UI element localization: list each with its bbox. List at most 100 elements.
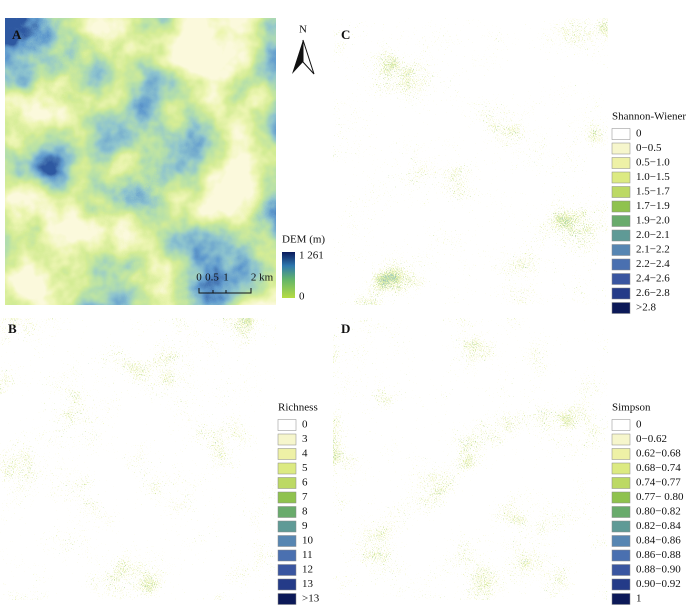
scale-label: 0 — [196, 272, 202, 284]
legend-swatch — [611, 593, 631, 605]
legend-label: 0.90−0.92 — [636, 578, 681, 590]
legend-label: 0 — [636, 419, 642, 431]
legend-title: Richness — [278, 402, 318, 414]
legend-swatch — [611, 258, 631, 271]
scale-label: 0.5 — [205, 272, 219, 284]
legend-label: 1.7−1.9 — [636, 200, 670, 212]
dem-map — [5, 18, 276, 305]
legend-swatch — [277, 477, 297, 489]
legend-swatch — [277, 535, 297, 547]
legend-swatch — [611, 171, 631, 184]
legend-swatch — [611, 157, 631, 169]
legend-label: 2.2−2.4 — [636, 258, 670, 270]
legend-label: 0−0.5 — [636, 142, 662, 154]
legend-label: 0 — [636, 128, 642, 140]
legend-swatch — [611, 128, 631, 140]
legend-swatch — [611, 535, 631, 547]
legend-swatch — [611, 491, 631, 504]
legend-swatch — [611, 564, 631, 576]
legend-label: 3 — [302, 433, 308, 445]
legend-swatch — [277, 419, 297, 431]
legend-title: Shannon-Wiener — [612, 111, 686, 123]
dem-title: DEM (m) — [282, 234, 325, 246]
legend-swatch — [611, 549, 631, 562]
dem-min: 0 — [299, 291, 305, 303]
legend-swatch — [611, 462, 631, 475]
legend-label: 0.86−0.88 — [636, 549, 681, 561]
panel-label: A — [12, 27, 22, 42]
legend-swatch — [277, 506, 297, 518]
legend-swatch — [611, 448, 631, 460]
legend-swatch — [277, 448, 297, 460]
north-arrow: N — [292, 24, 315, 75]
north-label: N — [299, 24, 307, 36]
legend-label: 2.1−2.2 — [636, 244, 670, 256]
legend-label: 0.68−0.74 — [636, 462, 681, 474]
shannon-map — [333, 18, 608, 305]
legend-label: 12 — [302, 564, 313, 576]
richness-map — [0, 318, 276, 600]
scale-bar — [198, 288, 252, 294]
legend-swatch — [611, 477, 631, 489]
legend-label: 8 — [302, 506, 308, 518]
legend-label: 2.6−2.8 — [636, 287, 670, 299]
legend-swatch — [277, 520, 297, 533]
legend-label: 2.4−2.6 — [636, 273, 670, 285]
legend-swatch — [277, 578, 297, 591]
legend-label: 2.0−2.1 — [636, 229, 670, 241]
dem-ramp — [282, 252, 295, 298]
scale-line — [198, 288, 252, 294]
legend-swatch — [611, 215, 631, 227]
legend-label: 0 — [302, 419, 308, 431]
legend-swatch — [277, 564, 297, 576]
legend-label: 0.84−0.86 — [636, 535, 681, 547]
legend-swatch — [611, 229, 631, 242]
legend-swatch — [611, 142, 631, 155]
legend-label: 0.5−1.0 — [636, 157, 670, 169]
legend-label: >13 — [302, 593, 320, 605]
legend-label: 0.82−0.84 — [636, 520, 681, 532]
legend-label: 10 — [302, 535, 314, 547]
legend-swatch — [611, 433, 631, 446]
legend-label: 4 — [302, 448, 308, 460]
legend-swatch — [277, 462, 297, 475]
legend-swatch — [277, 549, 297, 562]
legend-title: Simpson — [612, 402, 651, 414]
arrow-half — [292, 40, 303, 74]
panel-label: B — [8, 321, 17, 336]
legend-swatch — [611, 186, 631, 198]
legend-swatch — [611, 273, 631, 285]
legend-swatch — [611, 287, 631, 300]
legend-swatch — [611, 302, 631, 314]
legend-label: 0.88−0.90 — [636, 564, 681, 576]
legend-label: 1.9−2.0 — [636, 215, 670, 227]
legend-label: 5 — [302, 462, 308, 474]
legend-swatch — [277, 593, 297, 605]
legend-swatch — [611, 520, 631, 533]
scale-label: 2 km — [251, 272, 274, 284]
simpson-map — [333, 318, 608, 600]
legend-swatch — [611, 506, 631, 518]
panel-label: C — [341, 27, 350, 42]
legend-label: 0−0.62 — [636, 433, 667, 445]
legend-swatch — [277, 433, 297, 446]
legend-label: 1 — [636, 593, 642, 605]
legend-label: 11 — [302, 549, 313, 561]
legend-label: 9 — [302, 520, 308, 532]
legend-label: 0.77− 0.80 — [636, 491, 684, 503]
legend-label: 13 — [302, 578, 314, 590]
legend-label: 0.80−0.82 — [636, 506, 681, 518]
scale-label: 1 — [223, 272, 229, 284]
dem-max: 1 261 — [299, 250, 324, 262]
legend-swatch — [611, 244, 631, 256]
legend-label: 1.0−1.5 — [636, 171, 670, 183]
legend-swatch — [277, 491, 297, 504]
arrow-half — [302, 39, 315, 75]
legend-label: 7 — [302, 491, 308, 503]
legend-label: 1.5−1.7 — [636, 186, 670, 198]
legend-swatch — [611, 419, 631, 431]
legend-swatch — [611, 200, 631, 213]
panel-label: D — [341, 321, 350, 336]
legend-swatch — [611, 578, 631, 591]
